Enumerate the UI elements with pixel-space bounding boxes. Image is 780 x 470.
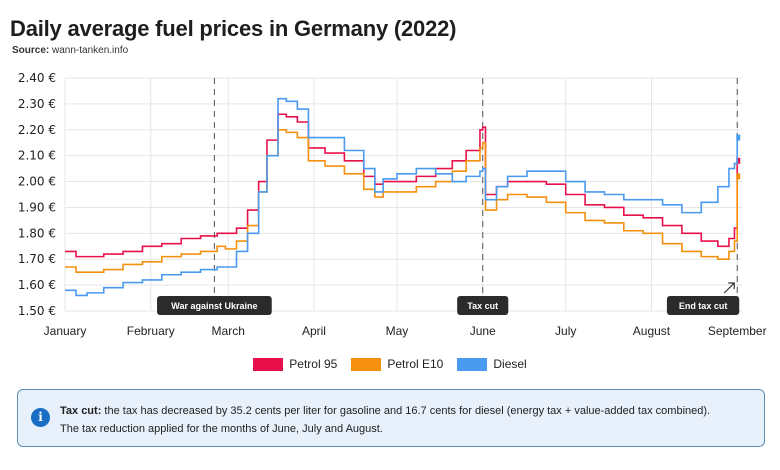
legend-item-petrol-e10[interactable]: Petrol E10 [351,357,443,371]
event-lines [213,78,738,311]
x-tick-label: July [555,324,576,338]
legend-label: Petrol 95 [289,357,338,371]
line-chart: 1.50 € 1.60 € 1.70 € 1.80 € 1.90 € 2.00 € 2.10… [18,71,767,338]
x-tick-label: April [302,324,326,338]
legend-swatch-petrol-95 [253,357,284,371]
x-tick-label: January [44,324,87,338]
arrow-icon [723,282,735,294]
series-line-petrol-95 [65,113,739,258]
annotation-label: End tax cut [679,301,728,311]
legend-label: Diesel [493,357,527,371]
chart-title: Daily average fuel prices in Germany (20… [10,16,457,41]
x-tick-label: June [470,324,496,338]
series-lines [65,97,741,297]
source-label: Source: [12,45,50,56]
y-tick-label: 1.50 € [18,304,56,318]
annotation-bg [457,296,509,315]
x-tick-label: September [708,324,767,338]
y-tick-label: 2.00 € [18,175,56,189]
y-tick-label: 1.60 € [18,278,56,292]
y-tick-label: 2.40 € [18,71,56,85]
source-value: wann-tanken.info [52,45,129,56]
annotation-badge: End tax cut [666,282,740,315]
x-tick-label: August [633,324,671,338]
y-tick-label: 2.20 € [18,123,56,137]
annotation-badge: War against Ukraine [157,296,272,315]
legend-item-diesel[interactable]: Diesel [457,357,527,371]
annotations: War against Ukraine Tax cut End tax cut [157,282,740,315]
info-text: Tax cut: the tax has decreased by 35.2 c… [60,402,760,438]
annotation-badge: Tax cut [457,296,509,315]
chart-source: Source: wann-tanken.info [12,45,128,56]
info-bold: Tax cut: [60,405,102,417]
y-tick-label: 2.30 € [18,97,56,111]
x-tick-label: March [212,324,245,338]
y-tick-label: 1.80 € [18,226,56,240]
info-box: i Tax cut: the tax has decreased by 35.2… [17,389,765,447]
legend-swatch-diesel [457,357,488,371]
annotation-bg [666,296,740,315]
legend-swatch-petrol-e10 [351,357,382,371]
annotation-label: Tax cut [467,301,498,311]
x-axis: January February March April May June July Augu… [44,324,767,338]
series-end-marker [736,157,741,164]
series-line-diesel [65,97,739,297]
annotation-bg [157,296,272,315]
y-tick-label: 1.70 € [18,252,56,266]
info-icon: i [31,408,50,427]
gridlines [64,77,742,312]
series-line-petrol-e10 [65,128,739,273]
x-tick-label: May [386,324,409,338]
y-axis: 1.50 € 1.60 € 1.70 € 1.80 € 1.90 € 2.00 € 2.10… [18,71,56,318]
legend-label: Petrol E10 [387,357,444,371]
series-end-marker [736,173,741,180]
annotation-label: War against Ukraine [171,301,257,311]
info-line1: the tax has decreased by 35.2 cents per … [101,405,711,417]
legend: Petrol 95 Petrol E10 Diesel [0,357,780,371]
legend-item-petrol-95[interactable]: Petrol 95 [253,357,337,371]
info-line2: The tax reduction applied for the months… [60,423,383,435]
series-end-marker [736,134,741,141]
x-tick-label: February [127,324,175,338]
y-tick-label: 2.10 € [18,149,56,163]
y-tick-label: 1.90 € [18,200,56,214]
